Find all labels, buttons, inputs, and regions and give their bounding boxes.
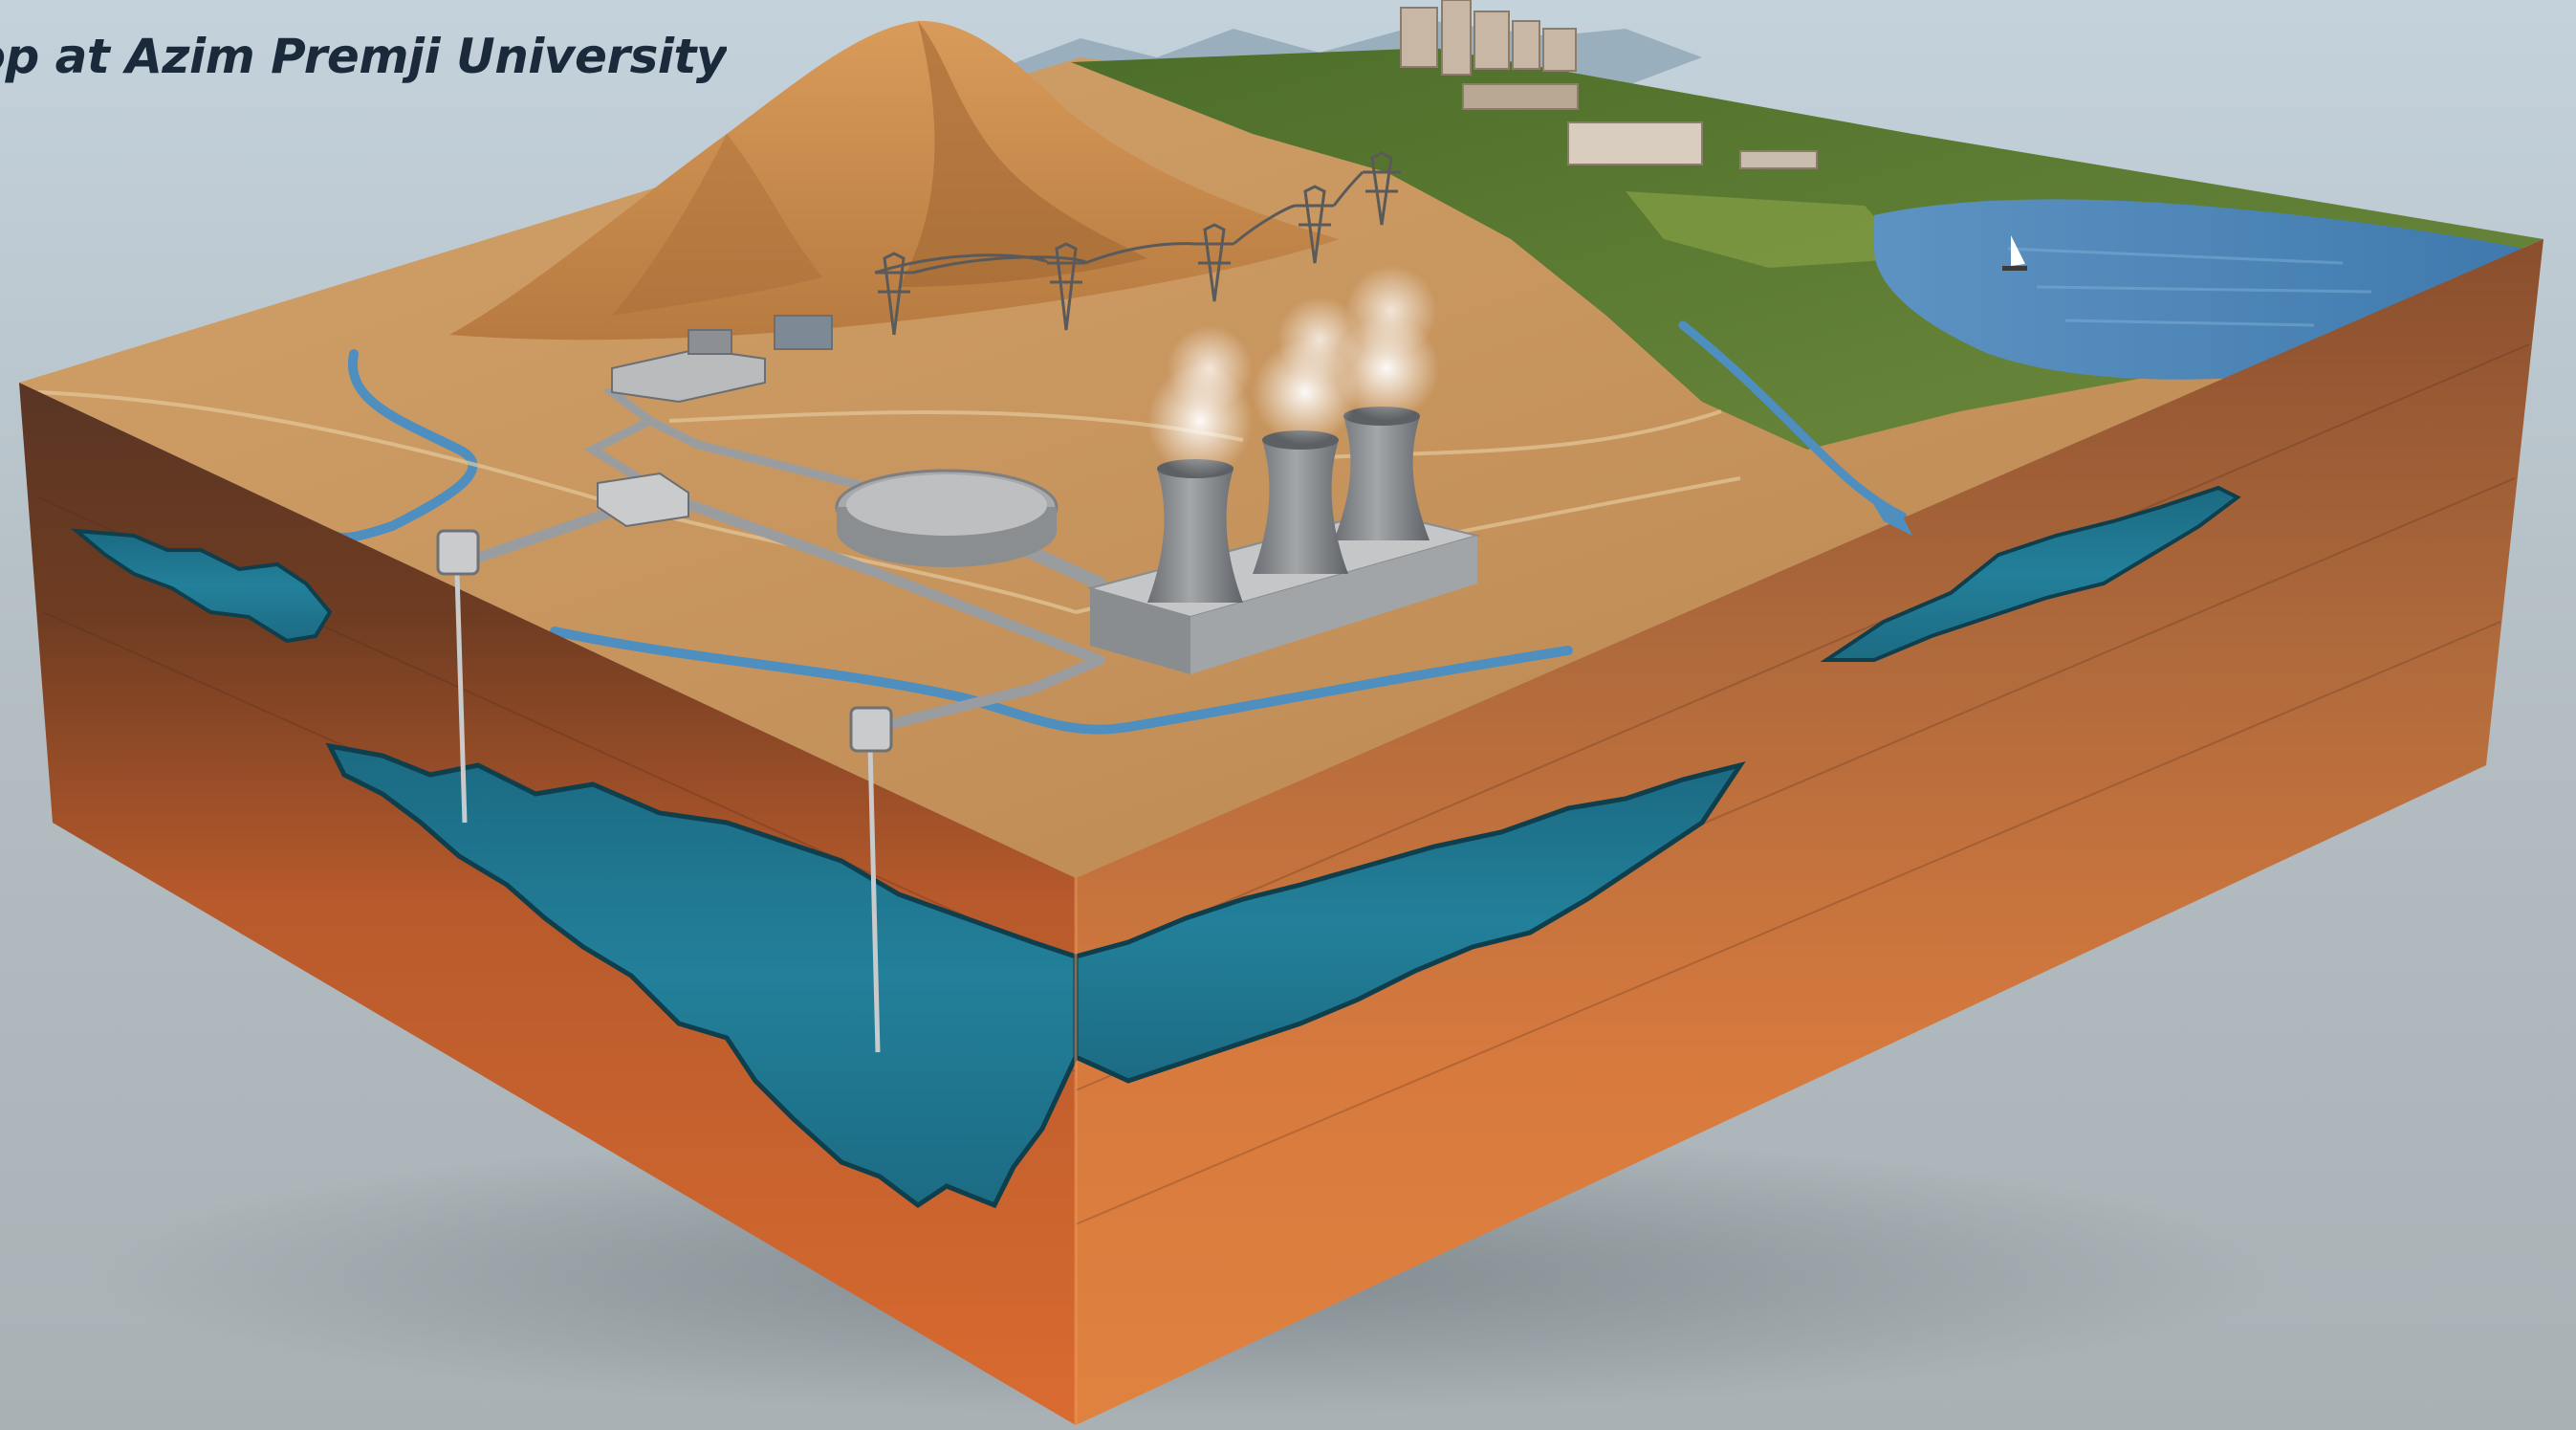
river-edge-water	[1869, 497, 1912, 536]
cooling-tower-icon	[1147, 407, 1430, 603]
sailboat-icon	[2002, 235, 2027, 271]
aquifer-icon	[70, 485, 2241, 1209]
caption-text: Workshop at Azim Premji University	[0, 29, 727, 84]
steam-plume-icon	[1147, 265, 1439, 478]
pipeline-icon	[453, 359, 1106, 733]
city-skyline-icon	[1400, 0, 1818, 169]
control-buildings	[597, 315, 833, 528]
river-icon	[330, 320, 1908, 735]
transmission-tower-icon	[874, 151, 1401, 336]
vegetation-highlight	[1626, 191, 1912, 268]
well-head-icon	[436, 529, 893, 1053]
mountain-icon	[449, 20, 1339, 341]
separator-tank	[835, 469, 1059, 567]
